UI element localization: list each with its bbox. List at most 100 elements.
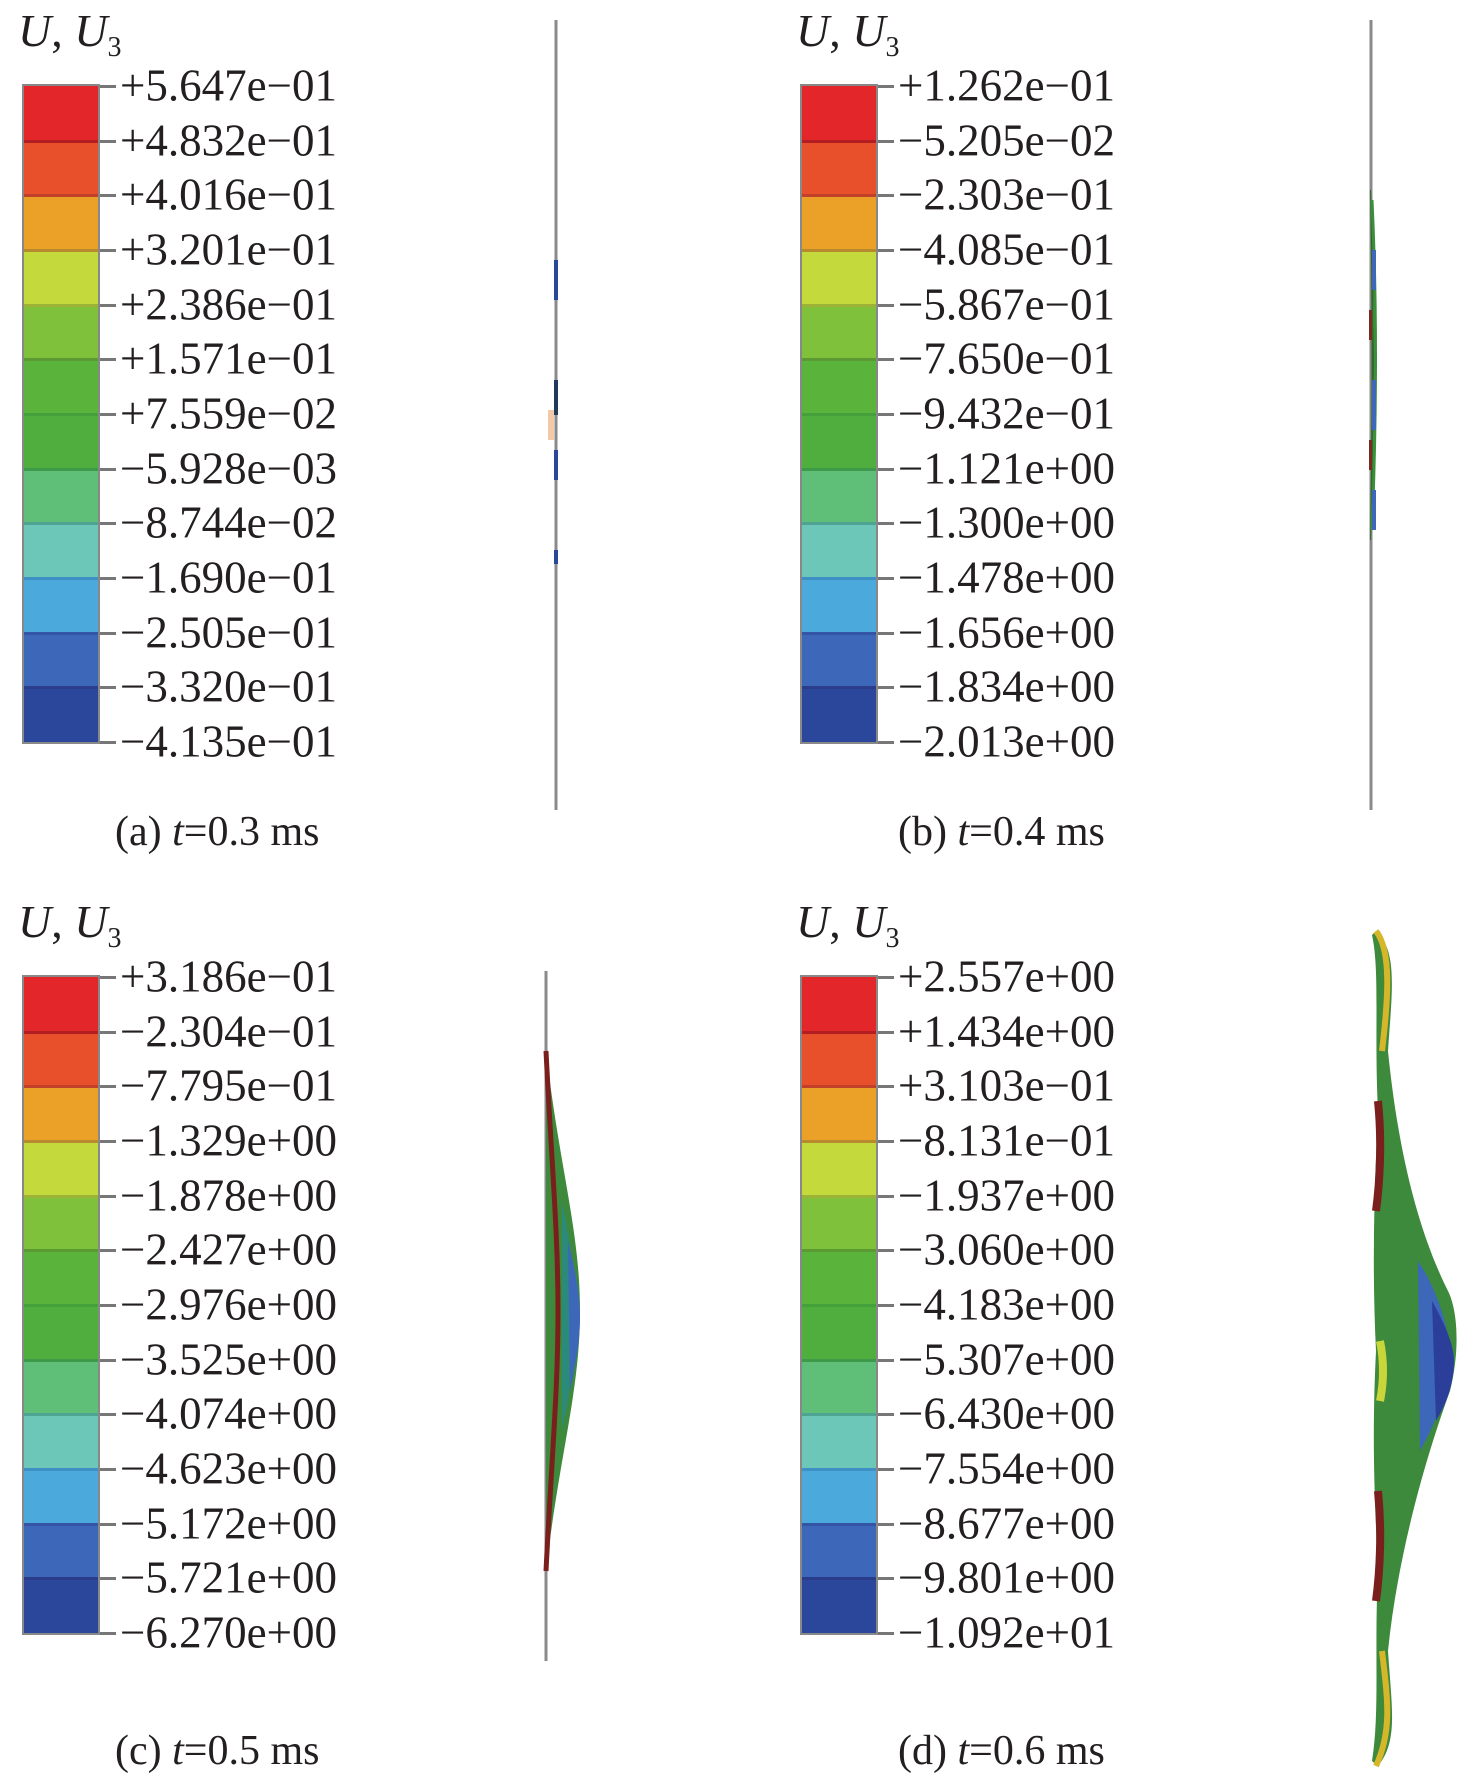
legend-tick bbox=[878, 1249, 894, 1253]
legend-band-separator bbox=[24, 467, 98, 471]
legend-value: −5.867e−01 bbox=[898, 279, 1115, 330]
legend-color-band bbox=[802, 1086, 876, 1142]
legend-value: +2.557e+00 bbox=[898, 951, 1115, 1002]
legend-color-band bbox=[802, 578, 876, 634]
legend-tick bbox=[878, 976, 894, 979]
legend-value: −1.092e+01 bbox=[898, 1607, 1115, 1658]
legend-color-band bbox=[24, 1414, 98, 1470]
legend-color-band bbox=[802, 1359, 876, 1416]
legend-tick bbox=[878, 358, 894, 362]
legend-value: −1.834e+00 bbox=[898, 661, 1115, 712]
legend-color-band bbox=[802, 977, 876, 1033]
legend-value: −5.307e+00 bbox=[898, 1334, 1115, 1385]
legend-color-band bbox=[24, 523, 98, 579]
panel-caption: (a) t=0.3 ms bbox=[115, 809, 320, 855]
legend-value: +3.201e−01 bbox=[120, 224, 337, 275]
legend-tick bbox=[100, 631, 116, 635]
legend-band-separator bbox=[802, 1085, 876, 1089]
legend-band-separator bbox=[802, 577, 876, 580]
legend-tick bbox=[878, 1085, 894, 1089]
legend-band-separator bbox=[24, 413, 98, 416]
legend-color-band bbox=[802, 468, 876, 525]
legend-band-separator bbox=[802, 1304, 876, 1307]
legend-band-separator bbox=[802, 358, 876, 362]
legend-tick bbox=[100, 741, 116, 744]
legend-color-band bbox=[802, 359, 876, 415]
legend-color-band bbox=[24, 1250, 98, 1306]
legend-color-band bbox=[24, 140, 98, 197]
legend-tick bbox=[100, 1030, 116, 1034]
legend-band-separator bbox=[24, 1413, 98, 1417]
legend-band-separator bbox=[802, 413, 876, 416]
legend-color-band bbox=[802, 1414, 876, 1470]
legend-tick bbox=[878, 577, 894, 580]
color-legend-bar bbox=[22, 84, 100, 744]
legend-value: +2.386e−01 bbox=[120, 279, 337, 330]
deformed-plate-model bbox=[548, 20, 558, 810]
legend-value: +7.559e−02 bbox=[120, 388, 337, 439]
legend-tick bbox=[100, 358, 116, 362]
legend-title: U, U3 bbox=[18, 896, 122, 954]
legend-band-separator bbox=[802, 1468, 876, 1471]
legend-value: −3.060e+00 bbox=[898, 1224, 1115, 1275]
legend-band-separator bbox=[24, 1577, 98, 1581]
deformed-plate-model bbox=[543, 971, 580, 1661]
legend-value: −5.205e−02 bbox=[898, 115, 1115, 166]
legend-tick bbox=[878, 1140, 894, 1143]
legend-tick bbox=[100, 1358, 116, 1362]
color-legend-bar bbox=[22, 975, 100, 1635]
legend-tick bbox=[878, 1304, 894, 1307]
legend-tick bbox=[100, 1577, 116, 1581]
legend-color-band bbox=[802, 1195, 876, 1252]
legend-color-band bbox=[802, 1250, 876, 1306]
legend-tick bbox=[878, 413, 894, 416]
legend-band-separator bbox=[802, 1249, 876, 1253]
legend-tick bbox=[878, 1632, 894, 1635]
legend-band-separator bbox=[24, 1194, 98, 1198]
legend-band-separator bbox=[24, 139, 98, 143]
legend-color-band bbox=[24, 1359, 98, 1416]
legend-band-separator bbox=[802, 1140, 876, 1143]
legend-color-band bbox=[24, 250, 98, 306]
legend-band-separator bbox=[802, 194, 876, 198]
legend-band-separator bbox=[802, 1194, 876, 1198]
legend-tick bbox=[878, 249, 894, 252]
legend-color-band bbox=[24, 1305, 98, 1361]
legend-tick bbox=[100, 139, 116, 143]
legend-value: +1.434e+00 bbox=[898, 1006, 1115, 1057]
legend-tick bbox=[100, 303, 116, 307]
legend-color-band bbox=[802, 140, 876, 197]
legend-value: −3.525e+00 bbox=[120, 1334, 337, 1385]
legend-tick bbox=[100, 577, 116, 580]
legend-band-separator bbox=[802, 1358, 876, 1362]
legend-color-band bbox=[802, 86, 876, 142]
legend-color-band bbox=[802, 687, 876, 742]
legend-color-band bbox=[24, 687, 98, 742]
legend-value: +4.016e−01 bbox=[120, 169, 337, 220]
legend-band-separator bbox=[24, 1304, 98, 1307]
legend-tick bbox=[878, 1577, 894, 1581]
legend-band-separator bbox=[24, 249, 98, 252]
legend-value: −1.478e+00 bbox=[898, 552, 1115, 603]
legend-value: −5.721e+00 bbox=[120, 1552, 337, 1603]
legend-tick bbox=[100, 1249, 116, 1253]
color-legend-bar bbox=[800, 975, 878, 1635]
legend-value: −1.878e+00 bbox=[120, 1170, 337, 1221]
legend-tick bbox=[878, 194, 894, 198]
legend-tick bbox=[878, 1468, 894, 1471]
legend-tick bbox=[878, 303, 894, 307]
legend-value: −2.976e+00 bbox=[120, 1279, 337, 1330]
legend-tick bbox=[878, 522, 894, 526]
legend-value: −2.505e−01 bbox=[120, 607, 337, 658]
panel-a: U, U3 +5.647e−01 +4.832e−01 +4.016e−01 +… bbox=[0, 0, 738, 891]
legend-tick bbox=[100, 1632, 116, 1635]
legend-value: −8.677e+00 bbox=[898, 1498, 1115, 1549]
legend-tick bbox=[100, 249, 116, 252]
legend-color-band bbox=[24, 468, 98, 525]
legend-band-separator bbox=[802, 631, 876, 635]
legend-color-band bbox=[24, 86, 98, 142]
legend-value: −4.074e+00 bbox=[120, 1388, 337, 1439]
legend-value: +4.832e−01 bbox=[120, 115, 337, 166]
legend-band-separator bbox=[802, 522, 876, 526]
legend-band-separator bbox=[24, 686, 98, 690]
